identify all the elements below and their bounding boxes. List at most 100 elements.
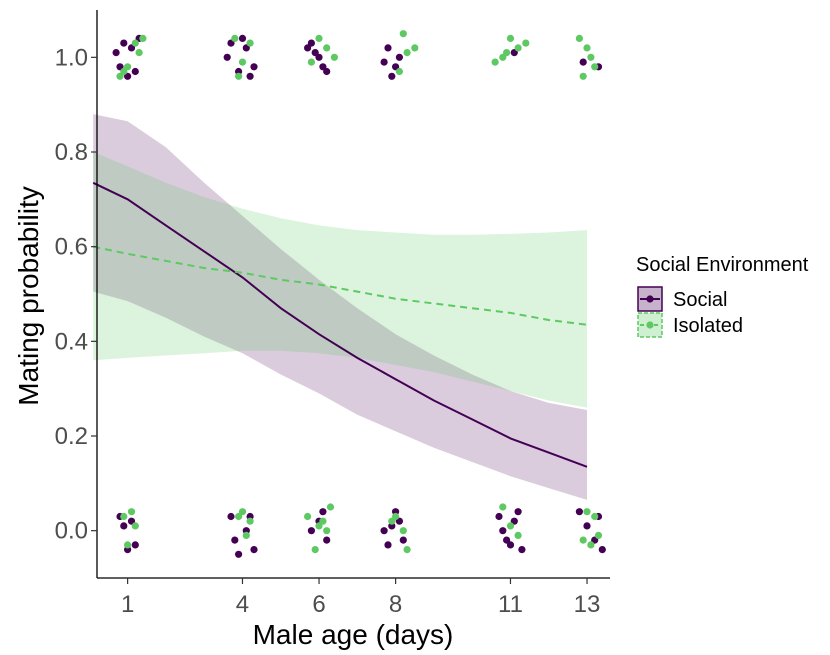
point-social [124, 72, 132, 80]
point-isolated [587, 53, 595, 61]
ribbon-social [93, 114, 587, 500]
y-tick-label: 0.4 [55, 328, 88, 355]
y-tick-label: 0.0 [55, 518, 88, 545]
point-social [223, 53, 231, 61]
point-isolated [579, 72, 587, 80]
point-social [384, 541, 392, 549]
point-isolated [307, 58, 315, 66]
point-social [323, 67, 331, 76]
point-social [304, 44, 312, 52]
y-tick-label: 1.0 [55, 44, 88, 71]
point-social [131, 541, 139, 549]
point-social [380, 58, 388, 66]
x-tick-label: 6 [312, 591, 325, 618]
point-isolated [124, 541, 132, 549]
axes [96, 10, 610, 579]
x-tick-label: 1 [121, 591, 134, 618]
legend-dot-social [646, 295, 654, 303]
point-social [388, 72, 396, 80]
point-isolated [131, 39, 139, 47]
point-isolated [583, 508, 591, 516]
x-axis-title: Male age (days) [253, 619, 454, 650]
x-ticks: 1 4 6 8 11 13 [121, 578, 600, 618]
point-isolated [135, 49, 143, 57]
point-isolated [304, 512, 312, 521]
point-isolated [583, 44, 591, 52]
point-isolated [326, 503, 335, 511]
point-social [127, 44, 136, 52]
point-isolated [246, 39, 254, 47]
point-isolated [231, 34, 239, 43]
point-social [307, 39, 315, 47]
point-social [242, 44, 250, 52]
point-isolated [238, 508, 247, 516]
ribbon-isolated [93, 152, 587, 408]
point-social [250, 63, 258, 71]
point-isolated [579, 536, 587, 544]
point-isolated [323, 527, 331, 535]
point-isolated [506, 34, 515, 43]
point-isolated [139, 34, 147, 43]
y-tick-label: 0.2 [55, 423, 88, 450]
point-isolated [575, 34, 584, 43]
legend-items: Social Isolated [637, 286, 743, 338]
point-isolated [403, 546, 411, 554]
point-isolated [120, 512, 128, 521]
point-isolated [315, 34, 323, 43]
point-social [250, 546, 258, 554]
point-isolated [330, 53, 338, 61]
point-isolated [246, 517, 254, 525]
point-social [235, 550, 243, 558]
y-ticks: 0.0 0.2 0.4 0.6 0.8 1.0 [55, 44, 97, 545]
point-social [112, 49, 120, 57]
point-social [598, 546, 606, 554]
point-isolated [399, 30, 407, 38]
point-isolated [522, 39, 530, 47]
point-isolated [116, 72, 124, 80]
point-social [323, 536, 331, 544]
point-isolated [311, 546, 319, 554]
point-isolated [411, 44, 419, 52]
point-isolated [399, 527, 407, 535]
point-social [246, 72, 254, 80]
point-social [380, 527, 388, 535]
point-social [518, 546, 526, 554]
legend-item-social: Social [637, 286, 727, 312]
point-isolated [395, 67, 403, 76]
point-social [231, 536, 239, 544]
point-isolated [127, 508, 136, 516]
point-isolated [403, 49, 411, 57]
point-social [315, 53, 323, 61]
point-isolated [242, 531, 250, 540]
point-isolated [587, 541, 595, 549]
point-isolated [238, 58, 247, 66]
fit-lines [92, 181, 588, 468]
jittered-points [112, 30, 606, 558]
point-isolated [514, 44, 522, 52]
point-social [307, 527, 315, 535]
confidence-ribbons [93, 114, 587, 500]
point-social [227, 512, 235, 521]
point-social [238, 34, 247, 43]
point-isolated [120, 67, 128, 76]
point-isolated [506, 522, 515, 530]
point-isolated [591, 512, 599, 521]
y-tick-label: 0.6 [55, 234, 88, 261]
x-tick-label: 4 [236, 591, 249, 618]
legend: Social Environment Social Isolated [636, 254, 809, 338]
point-isolated [491, 58, 499, 66]
point-social [319, 508, 327, 516]
point-isolated [235, 72, 243, 80]
point-isolated [131, 522, 139, 530]
point-social [120, 39, 128, 47]
legend-item-isolated: Isolated [637, 312, 743, 338]
point-social [399, 536, 407, 544]
point-social [575, 508, 584, 516]
point-social [506, 541, 515, 549]
point-isolated [591, 63, 599, 71]
point-social [583, 522, 591, 530]
y-tick-label: 0.8 [55, 139, 88, 166]
x-tick-label: 11 [498, 591, 523, 618]
point-social [514, 508, 522, 516]
